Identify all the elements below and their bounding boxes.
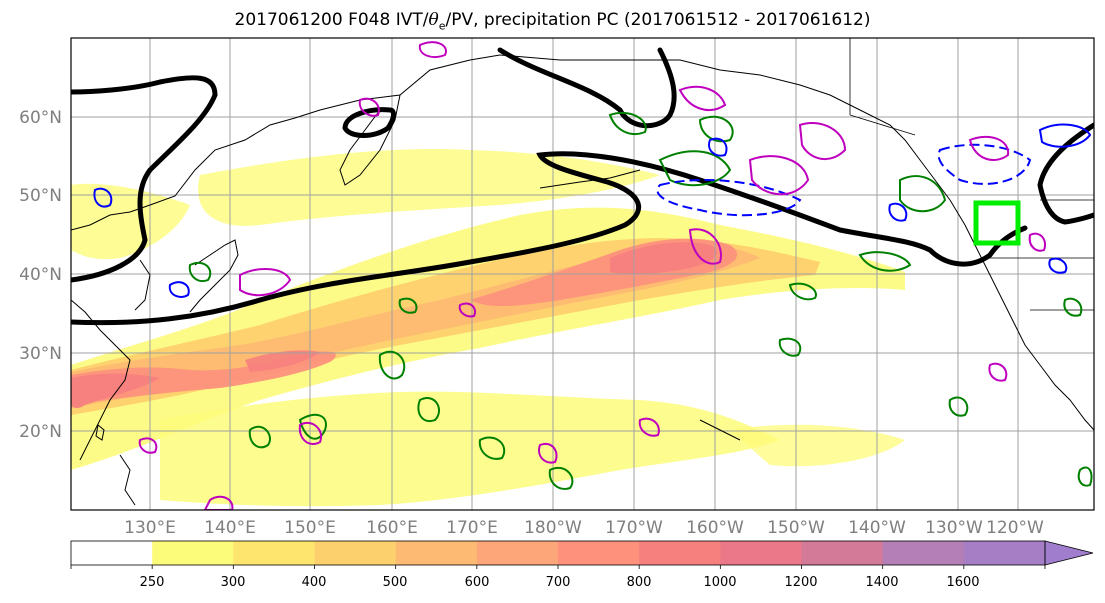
- coast-asia: [71, 54, 501, 231]
- cb-label-700: 700: [546, 575, 571, 590]
- coast-hawaii: [699, 419, 741, 441]
- target-region-box: [973, 200, 1021, 246]
- colorbar-segment-5: [476, 541, 559, 565]
- longitude-labels: 130°E 140°E 150°E 160°E 170°E 180°W 170°…: [124, 518, 1044, 538]
- ivt-250-north: [198, 149, 661, 226]
- lon-label-120w: 120°W: [986, 518, 1044, 538]
- coast-japan: [189, 239, 239, 313]
- lat-label-40: 40°N: [19, 265, 62, 285]
- ivt-contours: [71, 47, 1094, 326]
- colorbar-segment-6: [558, 541, 640, 565]
- coast-korea: [134, 259, 151, 311]
- lon-label-170w: 170°W: [605, 518, 663, 538]
- colorbar-tick-labels: 250 300 400 500 600 700 800 1000 1200 14…: [140, 575, 980, 590]
- colorbar-extend-arrow: [1044, 540, 1094, 566]
- lon-label-140w: 140°W: [848, 518, 906, 538]
- colorbar-segment-11: [963, 541, 1046, 565]
- lat-label-50: 50°N: [19, 186, 62, 206]
- ivt-shading: [71, 149, 905, 507]
- pv-contours: [138, 41, 1046, 510]
- colorbar-segment-2: [233, 541, 315, 565]
- ivt-1000-mid: [245, 350, 320, 372]
- ivt-contour-loop: [342, 107, 396, 138]
- colorbar-segment-1: [152, 541, 234, 565]
- coast-aleutians: [539, 169, 641, 189]
- map-frame: [70, 37, 1095, 511]
- colorbar: 250 300 400 500 600 700 800 1000 1200 14…: [70, 540, 1094, 590]
- lat-label-30: 30°N: [19, 344, 62, 364]
- colorbar-segment-8: [720, 541, 802, 565]
- colorbar-segment-9: [801, 541, 884, 565]
- coast-philippines: [119, 454, 136, 506]
- ivt-contour-north: [71, 75, 218, 283]
- political-borders: [849, 38, 1094, 311]
- colorbar-segment-7: [639, 541, 721, 565]
- ivt-contour-main: [71, 151, 1028, 326]
- map-panel: [71, 38, 1094, 510]
- cb-label-500: 500: [383, 575, 408, 590]
- theta-e-positive-contours: [188, 112, 1093, 490]
- cb-label-1600: 1600: [946, 575, 979, 590]
- lon-label-170e: 170°E: [446, 518, 498, 538]
- coast-taiwan: [95, 424, 105, 441]
- lon-label-130w: 130°W: [925, 518, 983, 538]
- colorbar-ticks: [70, 565, 1046, 569]
- lon-label-140e: 140°E: [204, 518, 256, 538]
- colorbar-segments: [71, 541, 1046, 565]
- ivt-contour-alaska: [497, 47, 677, 129]
- ivt-1000-west: [71, 373, 160, 409]
- lon-label-130e: 130°E: [124, 518, 176, 538]
- colorbar-segment-0: [71, 541, 153, 565]
- coastlines: [71, 54, 1094, 506]
- cb-label-1200: 1200: [784, 575, 817, 590]
- ivt-1000-central: [610, 242, 718, 275]
- cb-label-250: 250: [140, 575, 165, 590]
- lon-label-150w: 150°W: [767, 518, 825, 538]
- lon-label-180w: 180°W: [524, 518, 582, 538]
- ivt-250-south: [160, 391, 780, 507]
- ivt-250-south2: [730, 424, 905, 467]
- cb-label-1400: 1400: [865, 575, 898, 590]
- colorbar-segment-3: [314, 541, 397, 565]
- cb-label-400: 400: [302, 575, 327, 590]
- coast-alaska: [499, 54, 966, 226]
- map-title: 2017061200 F048 IVT/θe/PV, precipitation…: [234, 10, 871, 33]
- cb-label-300: 300: [221, 575, 246, 590]
- ivt-250-west: [71, 183, 190, 260]
- cb-label-800: 800: [627, 575, 652, 590]
- colorbar-segment-10: [882, 541, 965, 565]
- cb-label-600: 600: [465, 575, 490, 590]
- lon-label-160w: 160°W: [686, 518, 744, 538]
- theta-e-negative-contours: [93, 123, 1092, 298]
- latitude-labels: 60°N 50°N 40°N 30°N 20°N: [19, 108, 62, 442]
- lon-label-150e: 150°E: [284, 518, 336, 538]
- lon-label-160e: 160°E: [366, 518, 418, 538]
- colorbar-segment-4: [395, 541, 478, 565]
- lat-label-60: 60°N: [19, 108, 62, 128]
- lat-label-20: 20°N: [19, 422, 62, 442]
- cb-label-1000: 1000: [703, 575, 736, 590]
